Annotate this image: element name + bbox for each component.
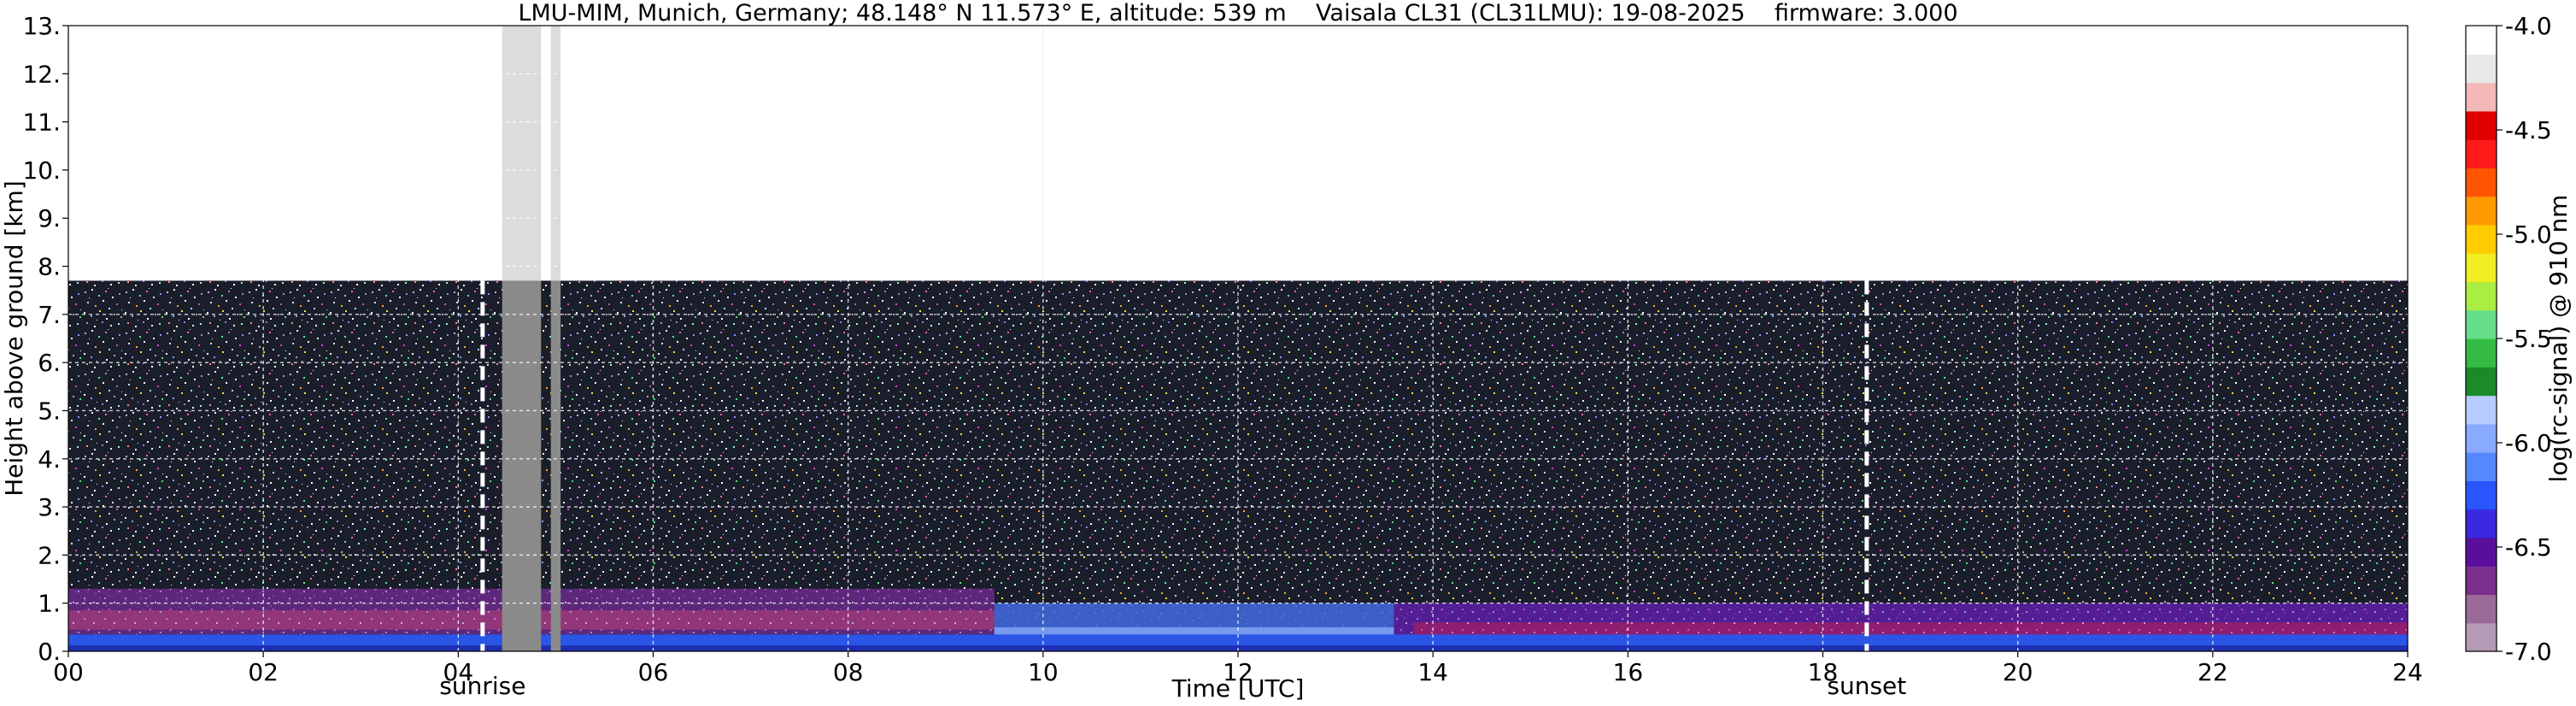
colorbar-tick-label: -7.0	[2505, 638, 2552, 666]
x-tick-label: 04	[443, 658, 474, 686]
y-axis-label: Height above ground [km]	[0, 180, 28, 497]
colorbar-cell	[2466, 480, 2497, 510]
colorbar-cell	[2466, 452, 2497, 481]
colorbar-cell	[2466, 281, 2497, 311]
colorbar-tick-label: -5.0	[2505, 221, 2552, 249]
x-tick-label: 08	[833, 658, 864, 686]
y-tick-label: 3.	[38, 493, 61, 521]
data-gaps	[502, 26, 1044, 651]
y-tick-label: 13.	[22, 12, 61, 40]
colorbar-cell	[2466, 54, 2497, 84]
colorbar-cell	[2466, 139, 2497, 168]
y-tick-label: 2.	[38, 541, 61, 569]
colorbar-cell	[2466, 309, 2497, 339]
x-tick-label: 20	[2003, 658, 2033, 686]
x-tick-label: 14	[1417, 658, 1448, 686]
y-tick-label: 8.	[38, 253, 61, 281]
colorbar-cell	[2466, 196, 2497, 226]
colorbar-label: log(rc-signal) @ 910 nm	[2544, 195, 2573, 483]
colorbar-tick-label: -6.0	[2505, 429, 2552, 457]
colorbar-cell	[2466, 253, 2497, 283]
x-tick-label: 22	[2198, 658, 2228, 686]
colorbar-cell	[2466, 423, 2497, 453]
y-tick-label: 11.	[22, 109, 61, 137]
colorbar-cell	[2466, 338, 2497, 368]
sunrise-label: sunrise	[439, 672, 525, 700]
y-tick-label: 4.	[38, 445, 61, 474]
x-tick-label: 02	[248, 658, 279, 686]
colorbar-cell	[2466, 537, 2497, 567]
colorbar-cell	[2466, 622, 2497, 652]
colorbar-tick-label: -4.0	[2505, 12, 2552, 40]
x-tick-label: 16	[1613, 658, 1644, 686]
grid-lines	[68, 26, 2408, 651]
colorbar-cell	[2466, 594, 2497, 624]
colorbar-scale	[2466, 26, 2497, 652]
sun-markers	[480, 280, 1869, 651]
x-tick-label: 18	[1808, 658, 1839, 686]
y-tick-label: 0.	[38, 638, 61, 666]
data-gap-upper	[502, 26, 542, 281]
colorbar-tick-label: -5.5	[2505, 325, 2552, 353]
colorbar-ticks: -7.0 -6.5 -6.0 -5.5 -5.0 -4.5 -4.0	[2497, 12, 2552, 666]
x-axis-label: Time [UTC]	[1171, 674, 1305, 703]
y-tick-label: 1.	[38, 590, 61, 618]
x-tick-label: 10	[1028, 658, 1059, 686]
sunset-label: sunset	[1827, 672, 1906, 700]
data-gap	[550, 280, 561, 651]
colorbar-tick-label: -4.5	[2505, 116, 2552, 144]
x-axis-ticks: 00 02 04 06 08 10 12 14 16 18 20 22 24	[53, 651, 2423, 686]
chart-title: LMU-MIM, Munich, Germany; 48.148° N 11.5…	[518, 0, 1957, 26]
colorbar-cell	[2466, 82, 2497, 112]
x-tick-label: 12	[1223, 658, 1253, 686]
y-tick-label: 10.	[22, 156, 61, 185]
colorbar-cell	[2466, 110, 2497, 140]
colorbar-cell	[2466, 224, 2497, 254]
y-tick-label: 6.	[38, 349, 61, 377]
colorbar-cell	[2466, 566, 2497, 596]
colorbar-cell	[2466, 367, 2497, 397]
colorbar-tick-label: -6.5	[2505, 533, 2552, 562]
y-tick-label: 12.	[22, 60, 61, 88]
colorbar-cell	[2466, 26, 2497, 55]
colorbar-cell	[2466, 395, 2497, 425]
colorbar-cell	[2466, 509, 2497, 538]
x-tick-label: 00	[53, 658, 84, 686]
data-gap-upper	[550, 26, 561, 281]
colorbar: -7.0 -6.5 -6.0 -5.5 -5.0 -4.5 -4.0 log(rc-sign…	[2465, 12, 2573, 666]
y-axis-ticks: 0. 1. 2. 3. 4. 5. 6. 7. 8. 9. 10. 11. 12. 13.	[22, 12, 68, 666]
y-tick-label: 7.	[38, 301, 61, 329]
y-tick-label: 9.	[38, 204, 61, 232]
data-gap	[502, 280, 542, 651]
x-tick-label: 06	[638, 658, 669, 686]
plot-area	[68, 26, 2408, 651]
colorbar-cell	[2466, 168, 2497, 197]
x-tick-label: 24	[2392, 658, 2423, 686]
y-tick-label: 5.	[38, 397, 61, 425]
